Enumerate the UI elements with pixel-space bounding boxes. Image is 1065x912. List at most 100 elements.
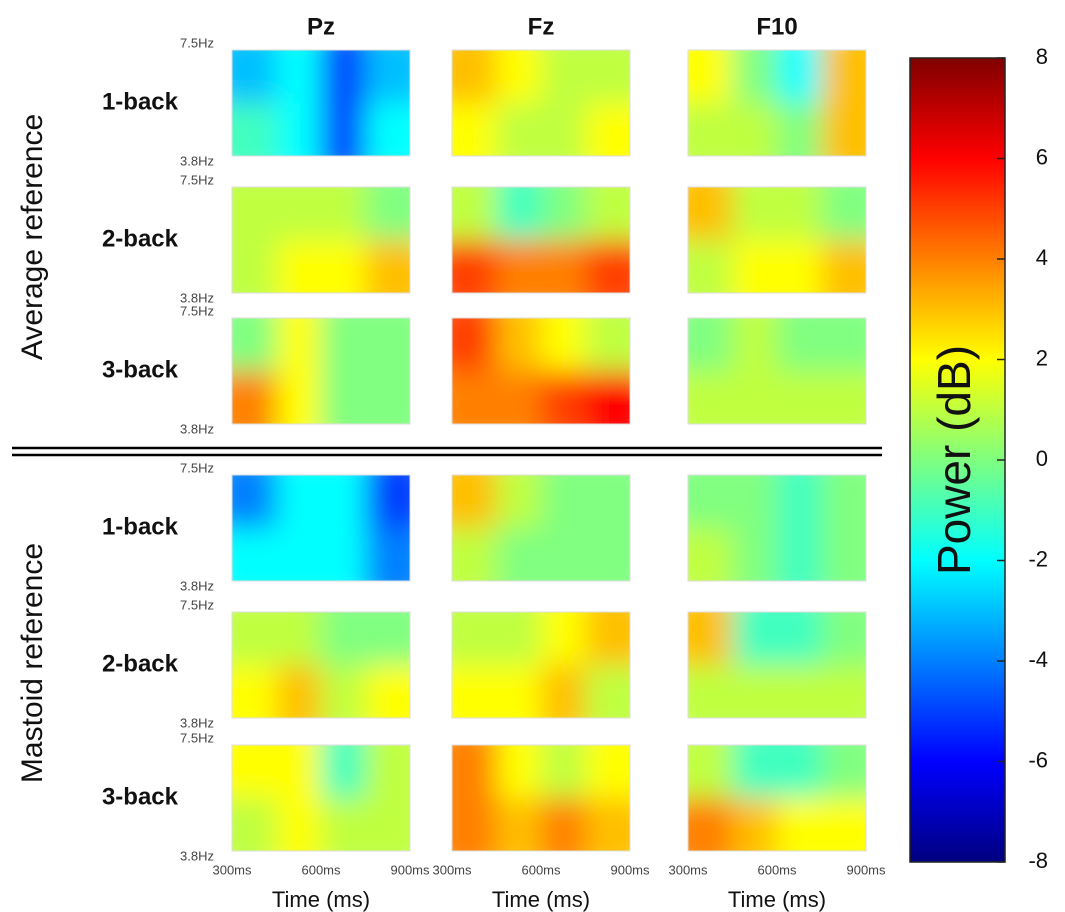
panel-frame [231, 186, 411, 294]
heatmap-cell [232, 798, 278, 851]
heatmap-cells [688, 745, 866, 851]
panel-frame [231, 744, 411, 852]
x-tick-label: 900ms [846, 862, 886, 877]
heatmap-cells [688, 318, 866, 424]
heatmap-cell [541, 50, 587, 104]
heatmap-cell [452, 528, 498, 581]
heatmap [688, 50, 866, 156]
colorbar-tick-label: 2 [1036, 345, 1048, 370]
heatmap-cell [777, 528, 823, 581]
heatmap-cell [452, 475, 498, 529]
panel-frame [687, 317, 867, 425]
heatmap-cell [777, 371, 823, 424]
panel-frame [451, 474, 631, 582]
heatmap-cell [732, 745, 778, 799]
panel-frame [451, 317, 631, 425]
heatmap-cell [276, 318, 322, 372]
heatmap-cell [321, 187, 367, 241]
heatmap [452, 50, 630, 156]
column-header: Pz [307, 13, 335, 40]
heatmap-cell [732, 798, 778, 851]
heatmap-cell [585, 798, 630, 851]
heatmap-cell [821, 50, 866, 104]
heatmap-cell [232, 240, 278, 293]
heatmap-cell [541, 798, 587, 851]
heatmap-cell [276, 371, 322, 424]
heatmap-cells [688, 612, 866, 718]
heatmap-cells [452, 187, 630, 293]
heatmap-cell [365, 240, 410, 293]
heatmap [232, 187, 410, 293]
heatmap-cell [321, 240, 367, 293]
heatmap-cell [321, 612, 367, 666]
y-tick-label: 7.5Hz [180, 730, 214, 745]
heatmap-cell [496, 745, 542, 799]
heatmap-cell [541, 318, 587, 372]
heatmap-cell [688, 475, 734, 529]
heatmap-cell [777, 50, 823, 104]
heatmap-cell [452, 665, 498, 718]
heatmap [452, 475, 630, 581]
heatmap [232, 318, 410, 424]
heatmap-cell [365, 528, 410, 581]
heatmap-cell [365, 50, 410, 104]
colorbar-tick-label: -6 [1028, 747, 1048, 772]
heatmap-cell [821, 240, 866, 293]
heatmap-cell [777, 798, 823, 851]
x-tick-label: 300ms [432, 862, 472, 877]
heatmap-cell [232, 50, 278, 104]
heatmap-cell [232, 612, 278, 666]
heatmap-cells [452, 318, 630, 424]
heatmap-cell [276, 745, 322, 799]
heatmap-cell [496, 612, 542, 666]
heatmap-cell [688, 745, 734, 799]
x-tick-label: 600ms [521, 862, 561, 877]
colorbar-label: Power (dB) [928, 345, 980, 575]
panel-frame [687, 744, 867, 852]
heatmap-cell [541, 528, 587, 581]
heatmap-cell [777, 318, 823, 372]
heatmap-cell [452, 798, 498, 851]
heatmap [688, 318, 866, 424]
heatmap-cell [732, 475, 778, 529]
panel-frame [687, 611, 867, 719]
heatmap-cell [688, 187, 734, 241]
heatmap [232, 612, 410, 718]
heatmap-cell [585, 50, 630, 104]
heatmap-cell [585, 187, 630, 241]
heatmap-cell [688, 240, 734, 293]
heatmap-cell [688, 318, 734, 372]
heatmap-cells [232, 612, 410, 718]
colorbar-tick-label: -4 [1028, 647, 1048, 672]
heatmap-cell [777, 745, 823, 799]
x-tick-label: 600ms [757, 862, 797, 877]
heatmap-cell [496, 475, 542, 529]
heatmap-cells [232, 50, 410, 156]
heatmap [232, 745, 410, 851]
heatmap-cells [232, 187, 410, 293]
heatmap-cell [232, 528, 278, 581]
heatmap-cell [732, 612, 778, 666]
heatmap-cell [585, 475, 630, 529]
heatmap-cell [452, 745, 498, 799]
heatmap-cell [585, 103, 630, 156]
heatmap-cell [496, 240, 542, 293]
heatmap-cell [541, 103, 587, 156]
x-tick-label: 600ms [301, 862, 341, 877]
y-tick-label: 3.8Hz [180, 421, 214, 436]
heatmap-cell [452, 187, 498, 241]
heatmap-cell [321, 665, 367, 718]
heatmap-cell [821, 612, 866, 666]
heatmap-cell [496, 798, 542, 851]
row-label: 2-back [102, 225, 179, 252]
heatmap-cell [365, 187, 410, 241]
heatmap-cell [276, 798, 322, 851]
colorbar-tick-label: 4 [1036, 245, 1048, 270]
panel-frame [451, 186, 631, 294]
x-axis-label: Time (ms) [728, 887, 826, 912]
heatmap-cell [541, 371, 587, 424]
heatmap-cell [541, 745, 587, 799]
heatmap-cell [452, 50, 498, 104]
column-header: F10 [756, 13, 797, 40]
